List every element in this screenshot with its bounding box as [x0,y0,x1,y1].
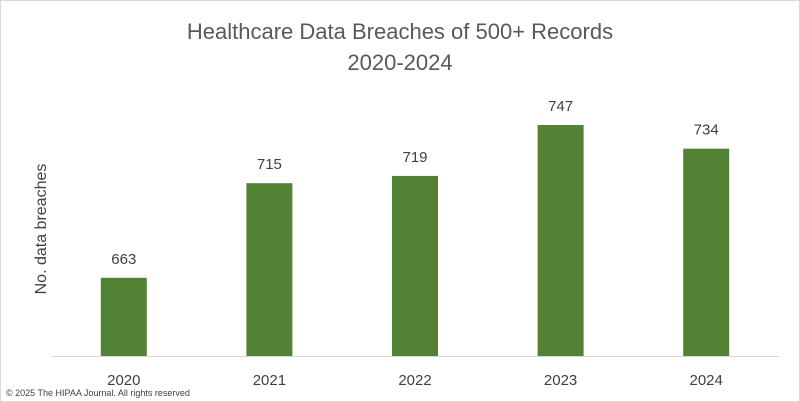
bar-2022 [392,175,438,356]
bar-2024 [683,148,730,356]
bar-2020 [100,277,147,356]
x-tick-label-2021: 2021 [253,372,286,389]
chart-title: Healthcare Data Breaches of 500+ Records [186,19,614,44]
x-tick-label-2020: 2020 [107,372,140,389]
x-tick-label-2024: 2024 [690,372,723,389]
bar-2021 [246,183,293,356]
data-label-2022: 719 [402,149,427,166]
data-label-2023: 747 [548,98,573,115]
data-label-2021: 715 [257,156,282,173]
bar-2023 [537,125,584,356]
x-tick-label-2023: 2023 [544,372,577,389]
data-label-2020: 663 [111,251,136,268]
x-tick-label-2022: 2022 [398,372,431,389]
data-label-2024: 734 [694,122,719,139]
chart-subtitle: 2020-2024 [347,50,453,75]
copyright-notice: © 2025 The HIPAA Journal. All rights res… [6,388,190,398]
